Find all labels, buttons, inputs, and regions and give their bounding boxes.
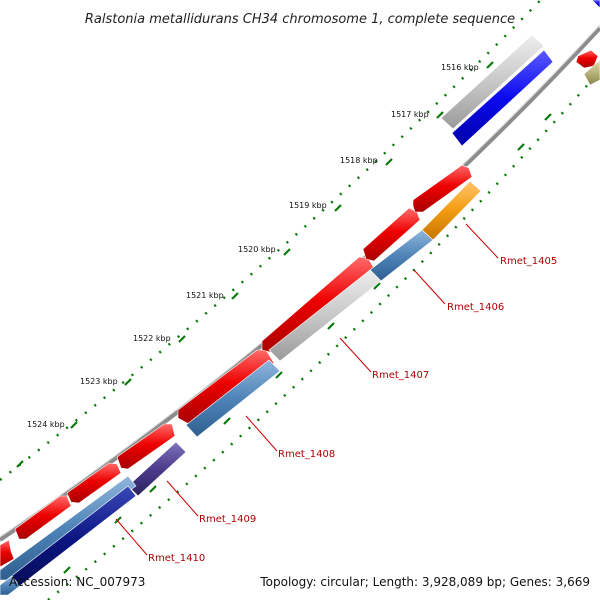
genome-summary-text: Topology: circular; Length: 3,928,089 bp… <box>259 575 590 589</box>
cds-arrow <box>14 495 72 540</box>
kbp-tick-label: 1517 kbp <box>391 110 429 119</box>
cds-block <box>268 269 382 362</box>
gene-label: Rmet_1405 <box>500 256 557 267</box>
kbp-tick-label: 1521 kbp <box>186 291 224 300</box>
cds-arrow <box>116 423 176 470</box>
cds-arrow <box>362 207 421 262</box>
gene-label: Rmet_1408 <box>278 449 335 460</box>
cds-block <box>0 575 21 596</box>
inner-gc-dotted-ring <box>47 79 593 600</box>
cds-arrow <box>66 462 122 504</box>
kbp-tick-marks <box>16 61 494 468</box>
inner-tick-marks <box>63 113 552 574</box>
outer-gc-dotted-ring <box>0 0 543 481</box>
gene-label: Rmet_1406 <box>447 302 504 313</box>
cds-arrow <box>0 539 15 568</box>
map-title: Ralstonia metallidurans CH34 chromosome … <box>85 12 515 27</box>
kbp-tick-label: 1518 kbp <box>340 156 378 165</box>
kbp-tick-label: 1520 kbp <box>238 245 276 254</box>
cds-block <box>591 0 600 9</box>
cds-arrow <box>412 164 473 213</box>
cds-block <box>583 59 600 86</box>
cds-block <box>0 485 137 596</box>
cds-block <box>451 49 554 147</box>
cds-block <box>185 359 281 438</box>
kbp-tick-label: 1516 kbp <box>441 63 479 72</box>
backbone-ring <box>0 26 600 542</box>
gene-label: Rmet_1409 <box>199 514 256 525</box>
kbp-tick-label: 1523 kbp <box>80 377 118 386</box>
gene-label-leaders <box>115 223 499 556</box>
cds-block <box>440 34 545 130</box>
gene-label: Rmet_1407 <box>372 370 429 381</box>
gene-label: Rmet_1410 <box>148 553 205 564</box>
cds-block <box>127 441 187 497</box>
kbp-tick-label: 1519 kbp <box>289 201 327 210</box>
forward-strand-cds <box>0 49 599 568</box>
cds-arrow <box>261 256 376 355</box>
kbp-tick-label: 1522 kbp <box>133 334 171 343</box>
accession-text: Accession: NC_007973 <box>9 575 145 589</box>
kbp-tick-label: 1524 kbp <box>27 420 65 429</box>
